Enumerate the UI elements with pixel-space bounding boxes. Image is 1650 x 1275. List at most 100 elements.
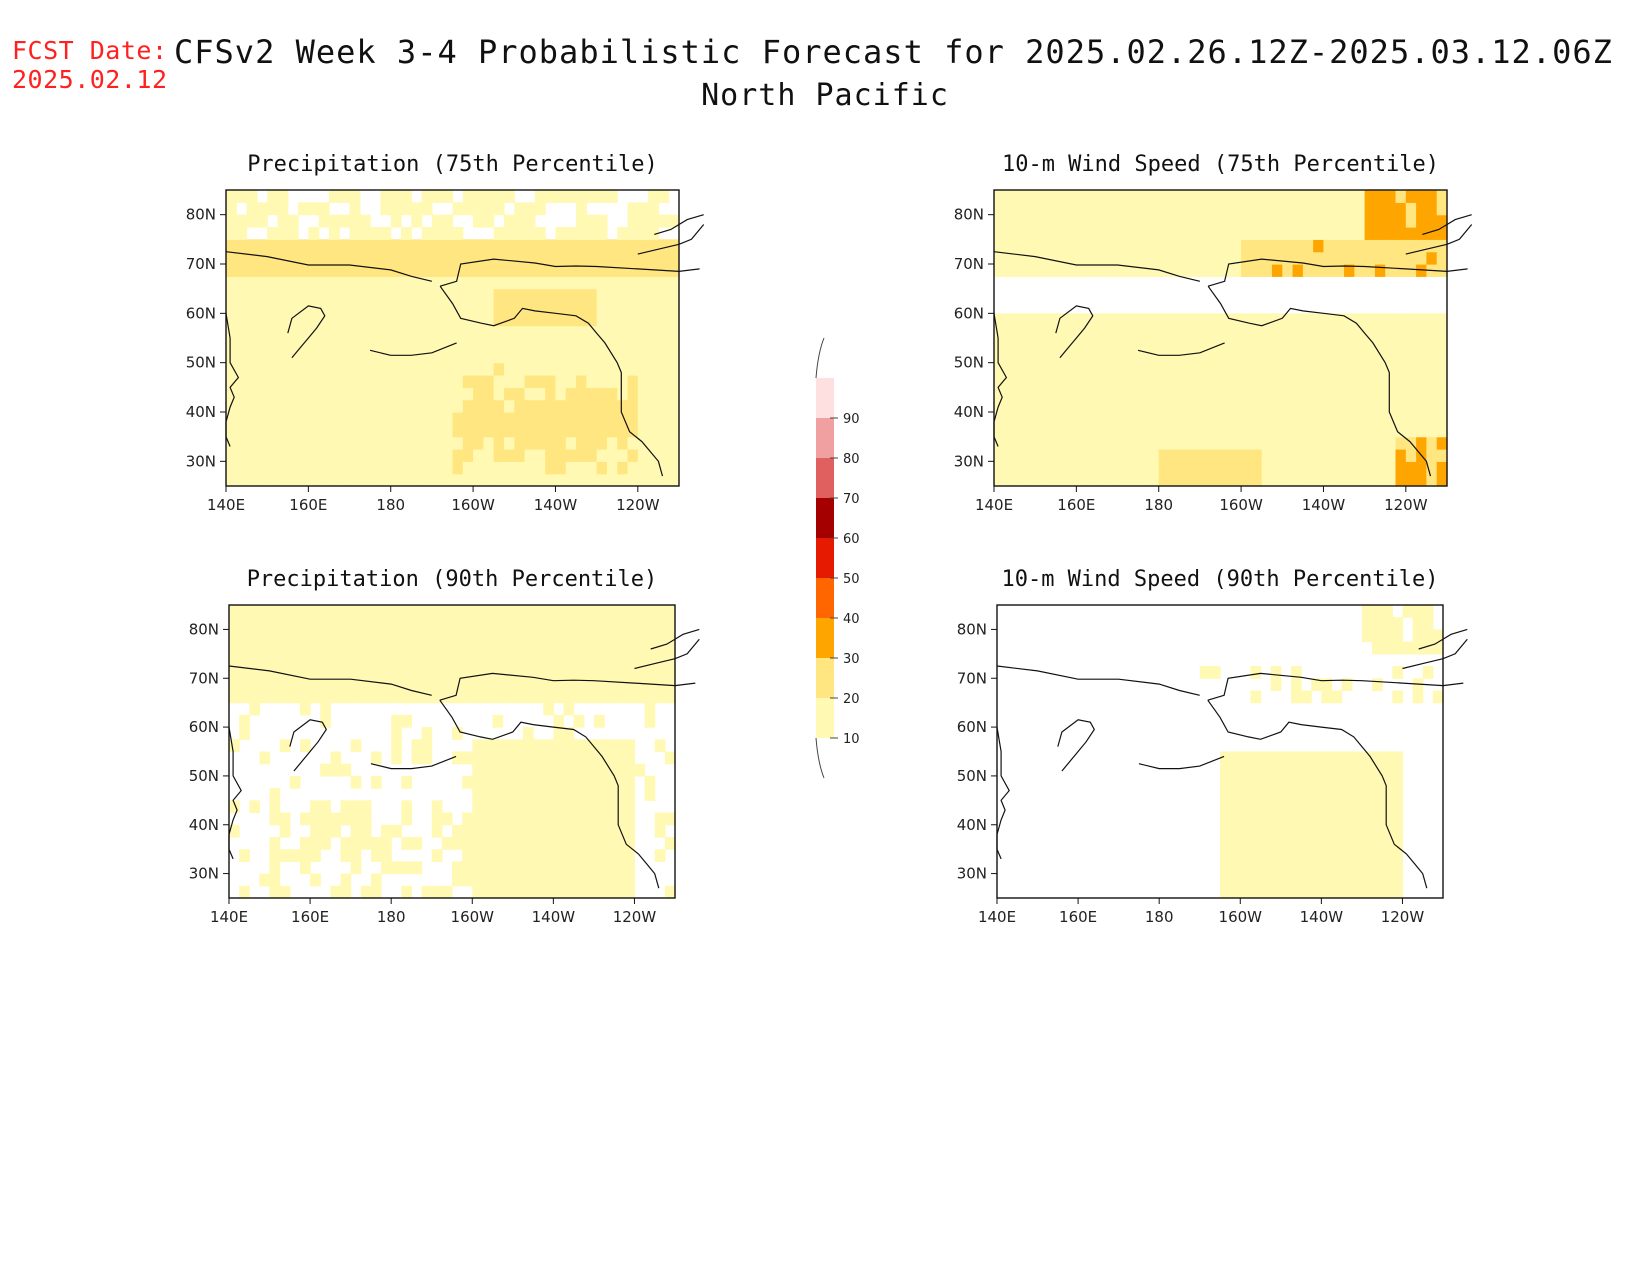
- shading-cell: [1066, 412, 1077, 425]
- shading-cell: [576, 350, 587, 364]
- shading-cell: [1230, 202, 1242, 216]
- coastline: [439, 672, 696, 701]
- shading-cell: [533, 800, 544, 814]
- shading-cell: [596, 461, 608, 475]
- shading-cell: [1405, 449, 1417, 462]
- shading-cell: [1086, 412, 1098, 425]
- shading-cell: [543, 751, 554, 765]
- shading-cell: [624, 861, 636, 875]
- shading-cell: [1333, 202, 1345, 216]
- shading-cell: [545, 325, 557, 339]
- shading-cell: [1331, 861, 1343, 875]
- shading-cell: [1148, 399, 1160, 413]
- shading-cell: [614, 873, 625, 887]
- shading-cell: [1169, 449, 1180, 462]
- shading-cell: [606, 301, 618, 314]
- shading-cell: [1251, 424, 1263, 438]
- shading-cell: [1311, 788, 1322, 801]
- shading-cell: [1250, 873, 1262, 887]
- shading-cell: [1260, 861, 1272, 875]
- shading-cell: [310, 653, 321, 667]
- shading-cell: [1331, 885, 1343, 899]
- shading-cell: [545, 424, 557, 438]
- shading-cell: [277, 375, 289, 388]
- shading-cell: [492, 605, 504, 618]
- shading-cell: [1138, 239, 1150, 253]
- shading-cell: [1416, 473, 1428, 487]
- shading-cell: [1395, 362, 1407, 376]
- shading-cell: [565, 412, 577, 425]
- shading-cell: [1426, 202, 1438, 216]
- map-frame: [225, 189, 680, 487]
- shading-cell: [287, 227, 299, 240]
- shading-cell: [1385, 424, 1397, 438]
- shading-cell: [1301, 824, 1312, 838]
- shading-cell: [1321, 812, 1333, 826]
- shading-cell: [1189, 251, 1201, 265]
- shading-cell: [340, 641, 352, 655]
- shading-cell: [1260, 836, 1272, 850]
- shading-cell: [1148, 325, 1160, 339]
- shading-cell: [349, 461, 361, 475]
- shading-cell: [277, 202, 289, 216]
- shading-cell: [522, 885, 534, 899]
- shading-cell: [1251, 190, 1263, 203]
- shading-cell: [545, 436, 557, 450]
- shading-cell: [664, 751, 676, 765]
- shading-cell: [380, 288, 392, 302]
- shading-cell: [654, 690, 666, 704]
- shading-cell: [401, 605, 413, 618]
- shading-cell: [421, 362, 433, 376]
- shading-cell: [654, 653, 666, 667]
- shading-cell: [249, 605, 261, 618]
- map-frame: [996, 604, 1444, 899]
- shading-cell: [340, 666, 352, 679]
- shading-cell: [308, 412, 320, 425]
- shading-cell: [522, 800, 534, 814]
- shading-cell: [1331, 836, 1343, 850]
- shading-cell: [442, 251, 454, 265]
- shading-cell: [1436, 399, 1448, 413]
- shading-cell: [279, 812, 291, 826]
- shading-cell: [421, 473, 433, 487]
- shading-cell: [1014, 214, 1026, 228]
- shading-cell: [492, 812, 504, 826]
- shading-cell: [586, 301, 598, 314]
- shading-cell: [1311, 885, 1322, 899]
- shading-cell: [359, 214, 371, 228]
- shading-cell: [606, 338, 618, 351]
- shading-cell: [1426, 362, 1438, 376]
- shading-cell: [586, 276, 598, 290]
- shading-cell: [452, 678, 463, 692]
- shading-cell: [229, 800, 240, 814]
- shading-cell: [503, 412, 515, 425]
- shading-cell: [226, 387, 237, 401]
- shading-cell: [462, 424, 474, 438]
- shading-cell: [1096, 251, 1108, 265]
- shading-cell: [503, 301, 515, 314]
- shading-cell: [1199, 375, 1211, 388]
- shading-cell: [411, 666, 423, 679]
- shading-cell: [483, 387, 495, 401]
- shading-cell: [576, 313, 587, 327]
- shading-cell: [1210, 313, 1222, 327]
- shading-cell: [1282, 190, 1294, 203]
- shading-cell: [1436, 461, 1448, 475]
- shading-cell: [350, 653, 362, 667]
- shading-cell: [370, 473, 382, 487]
- shading-cell: [1372, 751, 1383, 765]
- shading-cell: [246, 202, 258, 216]
- shading-cell: [267, 350, 279, 364]
- shading-cell: [472, 873, 484, 887]
- shading-cell: [390, 424, 402, 438]
- shading-cell: [452, 264, 464, 277]
- shading-cell: [1282, 399, 1294, 413]
- shading-cell: [533, 653, 544, 667]
- shading-cell: [1250, 751, 1262, 765]
- shading-cell: [1199, 338, 1211, 351]
- shading-cell: [627, 399, 639, 413]
- shading-cell: [1426, 227, 1438, 240]
- shading-cell: [1230, 461, 1242, 475]
- shading-cell: [634, 641, 646, 655]
- shading-cell: [533, 751, 544, 765]
